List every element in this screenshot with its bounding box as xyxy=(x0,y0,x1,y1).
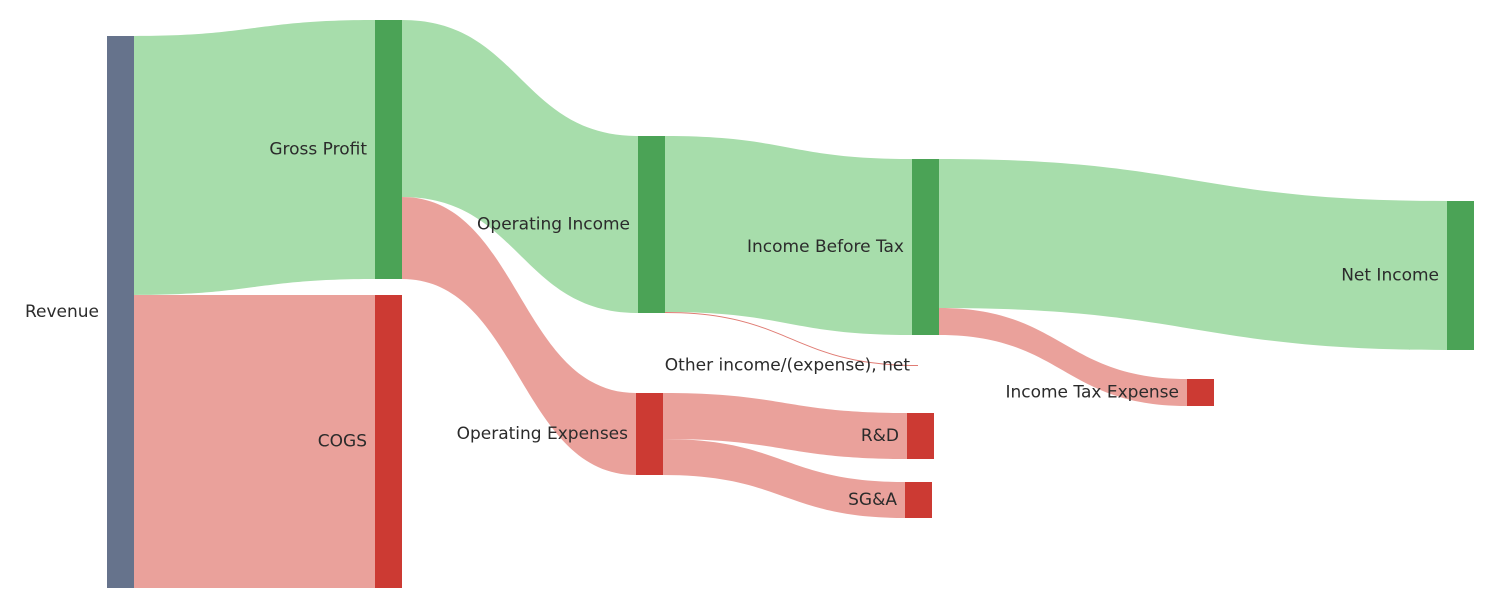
label-gross_profit: Gross Profit xyxy=(269,140,367,160)
link-revenue-to-cogs xyxy=(134,295,375,588)
label-net_income: Net Income xyxy=(1341,266,1439,286)
sankey-links xyxy=(134,20,1447,588)
link-operating_income-to-income_before_tax xyxy=(665,136,912,335)
label-income_before_tax: Income Before Tax xyxy=(747,237,904,257)
label-revenue: Revenue xyxy=(25,302,99,322)
label-income_tax: Income Tax Expense xyxy=(1005,383,1179,403)
link-operating_expenses-to-rnd xyxy=(663,393,907,459)
link-income_before_tax-to-net_income xyxy=(939,159,1447,350)
node-income_tax xyxy=(1187,379,1214,406)
node-revenue xyxy=(107,36,134,588)
link-operating_expenses-to-sga xyxy=(663,439,905,518)
label-operating_income: Operating Income xyxy=(477,215,630,235)
link-gross_profit-to-operating_income xyxy=(402,20,638,313)
node-operating_income xyxy=(638,136,665,313)
node-income_before_tax xyxy=(912,159,939,335)
label-rnd: R&D xyxy=(861,426,899,446)
node-operating_expenses xyxy=(636,393,663,475)
node-sga xyxy=(905,482,932,518)
link-revenue-to-gross_profit xyxy=(134,20,375,295)
node-gross_profit xyxy=(375,20,402,279)
sankey-labels: Revenue Gross Profit COGS Operating Income O… xyxy=(25,140,1439,511)
node-cogs xyxy=(375,295,402,588)
link-income_before_tax-to-income_tax xyxy=(939,308,1187,406)
label-operating_expenses: Operating Expenses xyxy=(457,424,629,444)
node-rnd xyxy=(907,413,934,459)
sankey-nodes xyxy=(107,20,1474,588)
node-net_income xyxy=(1447,201,1474,350)
link-operating_income-to-other_income xyxy=(665,312,918,366)
link-gross_profit-to-operating_expenses xyxy=(402,197,636,475)
label-cogs: COGS xyxy=(318,432,367,452)
label-other_income: Other income/(expense), net xyxy=(665,356,911,376)
label-sga: SG&A xyxy=(848,490,897,510)
